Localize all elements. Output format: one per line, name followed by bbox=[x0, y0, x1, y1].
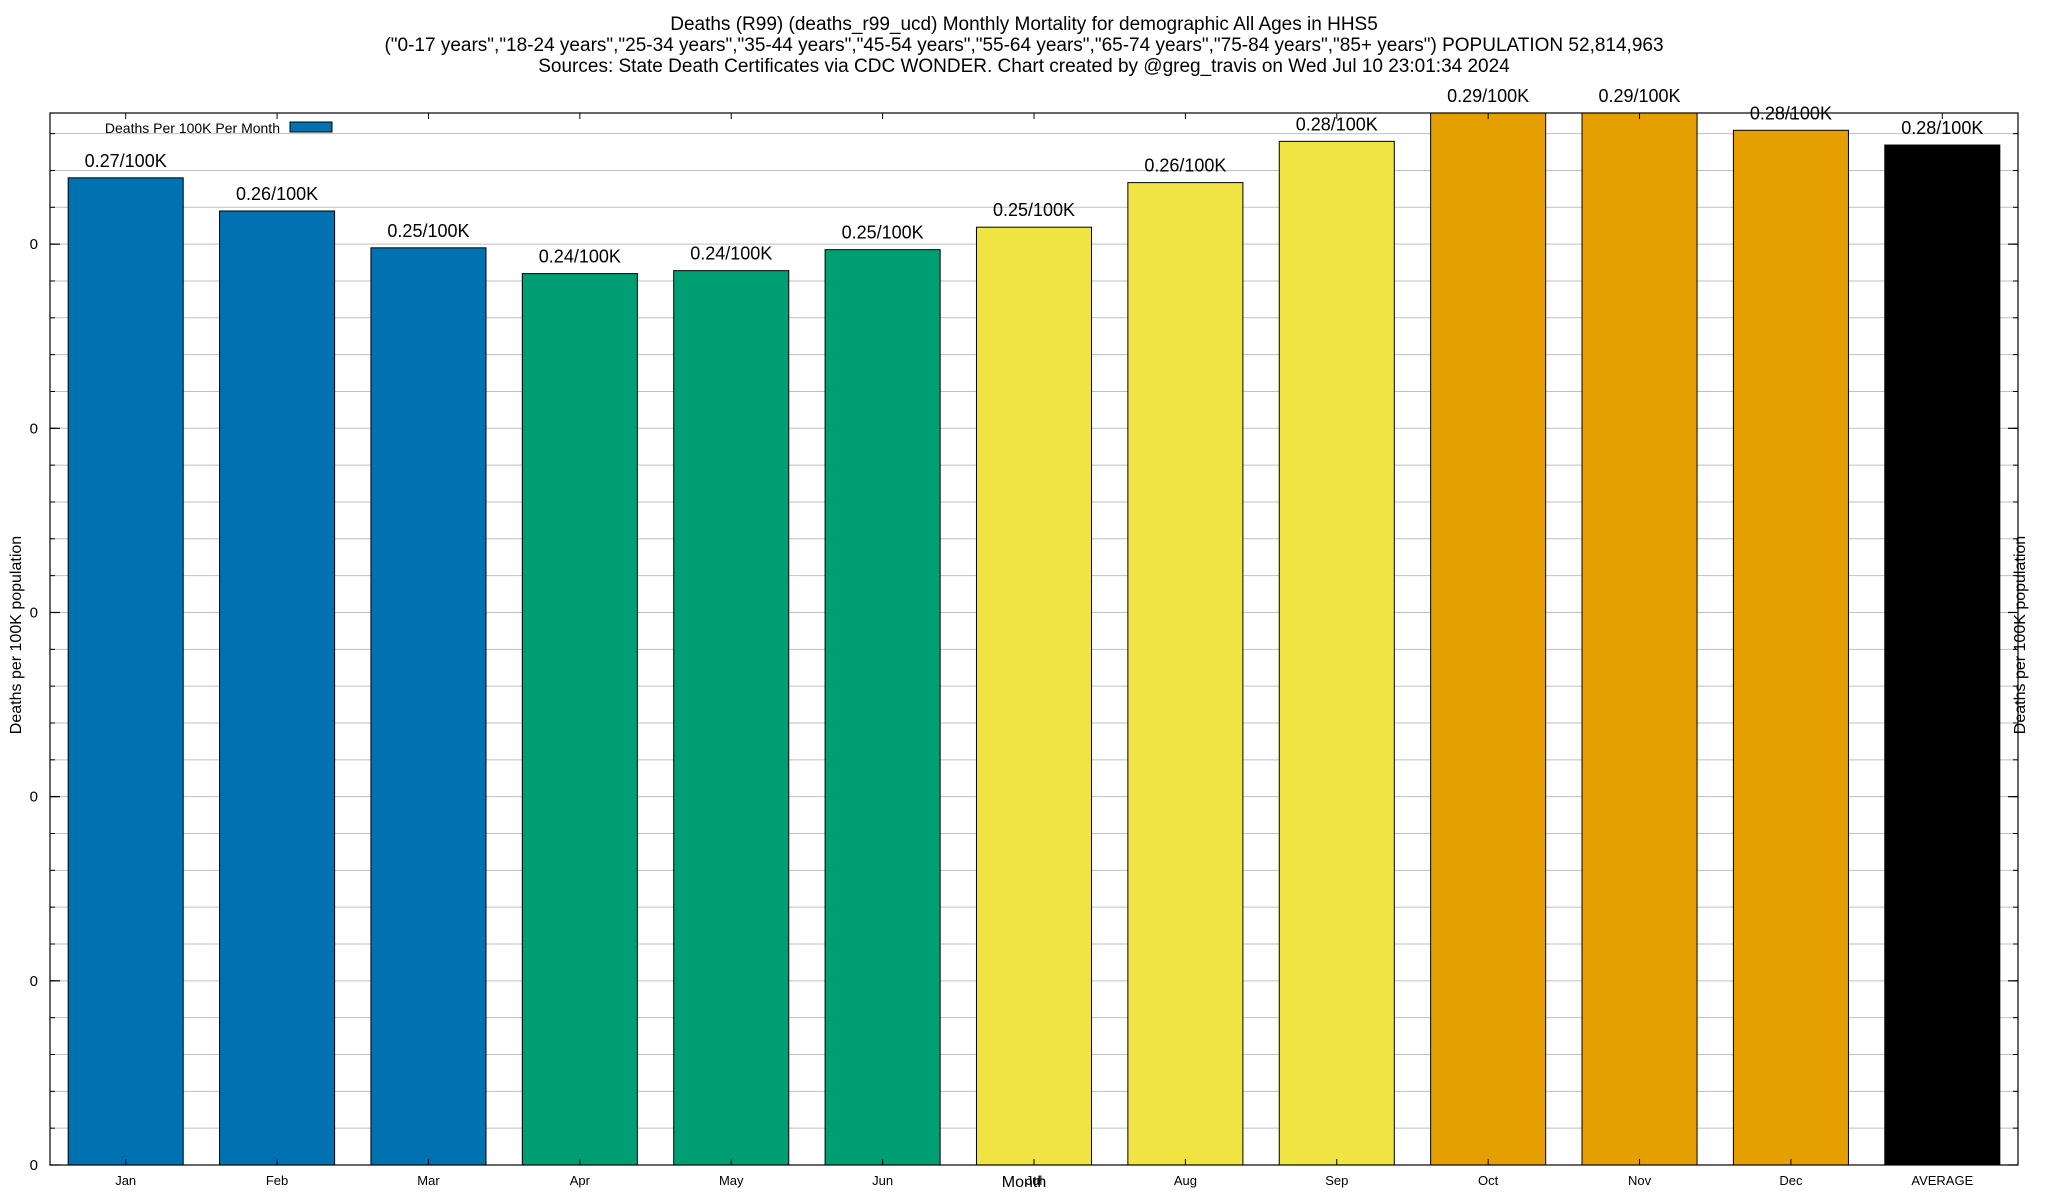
bar-value-label: 0.29/100K bbox=[1447, 86, 1529, 106]
bar-sep bbox=[1278, 140, 1395, 1166]
title-line-3: Sources: State Death Certificates via CD… bbox=[538, 56, 1510, 77]
bar-value-label: 0.28/100K bbox=[1296, 114, 1378, 134]
y-axis-title-left: Deaths per 100K population bbox=[8, 536, 25, 734]
x-tick-label: Jul bbox=[1026, 1173, 1043, 1188]
bar-oct bbox=[1430, 112, 1547, 1166]
x-tick-labels: Jan Feb Mar Apr May Jun Jul Aug Sep Oct Nov Dec AVER… bbox=[115, 1173, 1973, 1188]
x-axis-title: Month bbox=[1002, 1174, 1046, 1191]
x-tick-label: May bbox=[719, 1173, 744, 1188]
legend: Deaths Per 100K Per Month bbox=[105, 120, 333, 136]
y-tick-label: 0 bbox=[30, 1157, 38, 1174]
bar-value-label: 0.27/100K bbox=[85, 151, 167, 171]
x-tick-label: Aug bbox=[1174, 1173, 1197, 1188]
x-tick-label: Jan bbox=[115, 1173, 136, 1188]
chart-title: Deaths (R99) (deaths_r99_ucd) Monthly Mo… bbox=[384, 14, 1663, 77]
x-tick-label: Dec bbox=[1779, 1173, 1803, 1188]
bar-value-label: 0.24/100K bbox=[690, 244, 772, 264]
y-tick-label: 0 bbox=[30, 789, 38, 806]
bar-dec bbox=[1732, 129, 1849, 1166]
x-tick-label: Nov bbox=[1628, 1173, 1652, 1188]
bar-value-label: 0.28/100K bbox=[1901, 118, 1983, 138]
bars bbox=[67, 112, 2001, 1166]
y-tick-label: 0 bbox=[30, 604, 38, 621]
bar-value-label: 0.25/100K bbox=[842, 223, 924, 243]
x-tick-label: Feb bbox=[266, 1173, 288, 1188]
bar-jan bbox=[67, 177, 184, 1166]
bar-mar bbox=[370, 247, 487, 1166]
bar-nov bbox=[1581, 112, 1698, 1166]
bar-value-label: 0.26/100K bbox=[1144, 156, 1226, 176]
bar-value-labels: 0.27/100K 0.26/100K 0.25/100K 0.24/100K 0.24… bbox=[85, 86, 1984, 267]
y-axis-title-right: Deaths per 100K population bbox=[2012, 536, 2029, 734]
x-tick-label: Apr bbox=[570, 1173, 591, 1188]
legend-label: Deaths Per 100K Per Month bbox=[105, 120, 280, 136]
y-tick-labels: 0 0 0 0 0 0 bbox=[30, 236, 38, 1174]
bar-jul bbox=[975, 226, 1093, 1166]
x-tick-label: AVERAGE bbox=[1911, 1173, 1973, 1188]
bar-value-label: 0.26/100K bbox=[236, 184, 318, 204]
y-tick-label: 0 bbox=[30, 973, 38, 990]
bar-value-label: 0.25/100K bbox=[387, 221, 469, 241]
y-tick-label: 0 bbox=[30, 420, 38, 437]
bar-jun bbox=[824, 249, 941, 1166]
bar-value-label: 0.25/100K bbox=[993, 200, 1075, 220]
bar-may bbox=[673, 270, 790, 1166]
x-tick-label: Jun bbox=[872, 1173, 893, 1188]
bar-feb bbox=[219, 210, 336, 1166]
bar-value-label: 0.24/100K bbox=[539, 247, 621, 267]
bar-apr bbox=[521, 273, 638, 1166]
bar-aug bbox=[1127, 182, 1244, 1166]
title-line-2: ("0-17 years","18-24 years","25-34 years… bbox=[384, 35, 1663, 56]
axis-ticks bbox=[50, 113, 2018, 1166]
x-tick-label: Mar bbox=[417, 1173, 440, 1188]
bar-average bbox=[1884, 144, 2001, 1166]
y-tick-label: 0 bbox=[30, 236, 38, 253]
bar-value-label: 0.29/100K bbox=[1598, 86, 1680, 106]
x-tick-label: Sep bbox=[1325, 1173, 1348, 1188]
title-line-1: Deaths (R99) (deaths_r99_ucd) Monthly Mo… bbox=[670, 14, 1378, 35]
legend-swatch bbox=[289, 121, 333, 133]
x-tick-label: Oct bbox=[1478, 1173, 1499, 1188]
